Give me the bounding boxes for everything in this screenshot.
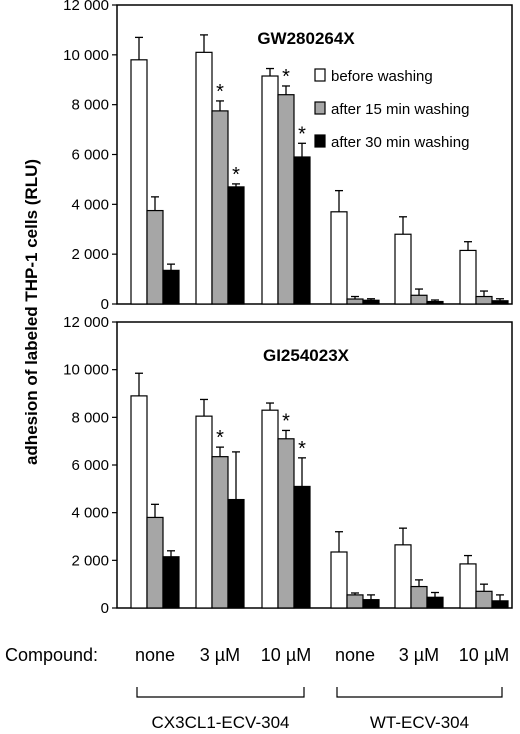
chart-panels: 0 2 000 4 000 6 000 8 000 10 000 12 000 GW28026… (63, 0, 513, 617)
bar-after-15-min-washing (410, 294, 428, 305)
bar-before-washing (459, 249, 477, 305)
bar-before-washing (394, 233, 412, 305)
significance-star: * (298, 123, 306, 145)
legend: before washing after 15 min washing after … (314, 68, 469, 151)
bar-after-15-min-washing (410, 585, 428, 609)
bar-after-30-min-washing (491, 600, 509, 609)
bar-after-15-min-washing (146, 516, 164, 609)
bar-after-15-min-washing (211, 110, 229, 305)
y-tick-label: 2 000 (71, 552, 109, 569)
bar-after-15-min-washing (211, 456, 229, 609)
bar-after-30-min-washing (426, 596, 444, 609)
y-tick-label: 4 000 (71, 196, 109, 213)
y-axis-label: adhesion of labeled THP-1 cells (RLU) (22, 159, 41, 465)
y-tick-label: 6 000 (71, 457, 109, 474)
bar-after-15-min-washing (346, 594, 364, 609)
legend-swatch (314, 101, 326, 115)
x-category-label: 3 µM (399, 645, 439, 665)
significance-star: * (216, 81, 224, 103)
legend-swatch (314, 68, 326, 82)
significance-star: * (216, 427, 224, 449)
y-tick-label: 8 000 (71, 97, 109, 114)
bar-before-washing (195, 415, 213, 609)
bar-after-15-min-washing (475, 295, 493, 305)
y-tick-label: 0 (101, 600, 109, 617)
y-tick-label: 12 000 (63, 314, 109, 331)
panel-title: GI254023X (263, 346, 350, 365)
bar-before-washing (330, 211, 348, 305)
bar-after-30-min-washing (227, 498, 245, 609)
bar-before-washing (459, 563, 477, 609)
y-tick-label: 10 000 (63, 47, 109, 64)
legend-label: after 30 min washing (331, 134, 469, 151)
y-tick-label: 0 (101, 296, 109, 313)
bar-after-15-min-washing (146, 209, 164, 305)
significance-star: * (298, 438, 306, 460)
y-tick-label: 8 000 (71, 409, 109, 426)
y-tick-label: 4 000 (71, 505, 109, 522)
bar-after-30-min-washing (362, 599, 380, 609)
panel-title: GW280264X (257, 29, 355, 48)
bar-after-30-min-washing (491, 300, 509, 305)
bar-after-15-min-washing (277, 438, 295, 609)
bar-before-washing (261, 75, 279, 305)
x-category-label: none (335, 645, 375, 665)
y-tick-label: 12 000 (63, 0, 109, 14)
bar-before-washing (130, 59, 148, 305)
significance-star: * (232, 164, 240, 186)
bar-before-washing (394, 544, 412, 609)
group-label: WT-ECV-304 (370, 713, 469, 732)
x-category-label: 10 µM (459, 645, 509, 665)
y-tick-label: 10 000 (63, 362, 109, 379)
legend-swatch (314, 134, 326, 148)
bar-after-15-min-washing (475, 590, 493, 609)
bar-after-30-min-washing (293, 485, 311, 609)
significance-star: * (282, 66, 290, 88)
legend-label: after 15 min washing (331, 101, 469, 118)
group-bracket (336, 687, 503, 698)
panel-2: 0 2 000 4 000 6 000 8 000 10 000 12 000 GI25402… (63, 314, 513, 617)
bar-after-30-min-washing (362, 299, 380, 305)
bar-before-washing (130, 395, 148, 609)
panel-1: 0 2 000 4 000 6 000 8 000 10 000 12 000 GW28026… (63, 0, 513, 313)
bar-before-washing (330, 551, 348, 609)
compound-label: Compound: (5, 645, 98, 665)
bar-after-30-min-washing (293, 156, 311, 305)
legend-label: before washing (331, 68, 433, 85)
x-category-label: 10 µM (261, 645, 311, 665)
bar-after-30-min-washing (162, 556, 180, 609)
x-category-label: none (135, 645, 175, 665)
group-bracket (136, 687, 305, 698)
significance-star: * (282, 410, 290, 432)
group-brackets: CX3CL1-ECV-304 WT-ECV-304 (136, 687, 503, 732)
y-tick-label: 2 000 (71, 246, 109, 263)
bar-after-30-min-washing (227, 186, 245, 305)
bar-after-30-min-washing (162, 269, 180, 305)
y-tick-label: 6 000 (71, 147, 109, 164)
bar-before-washing (195, 51, 213, 305)
plot-frame (116, 4, 513, 305)
x-category-labels: none 3 µM 10 µM none 3 µM 10 µM (135, 645, 509, 665)
bar-after-15-min-washing (277, 94, 295, 305)
bar-after-30-min-washing (426, 300, 444, 305)
bar-after-15-min-washing (346, 298, 364, 305)
group-label: CX3CL1-ECV-304 (152, 713, 290, 732)
bar-before-washing (261, 409, 279, 609)
x-category-label: 3 µM (200, 645, 240, 665)
